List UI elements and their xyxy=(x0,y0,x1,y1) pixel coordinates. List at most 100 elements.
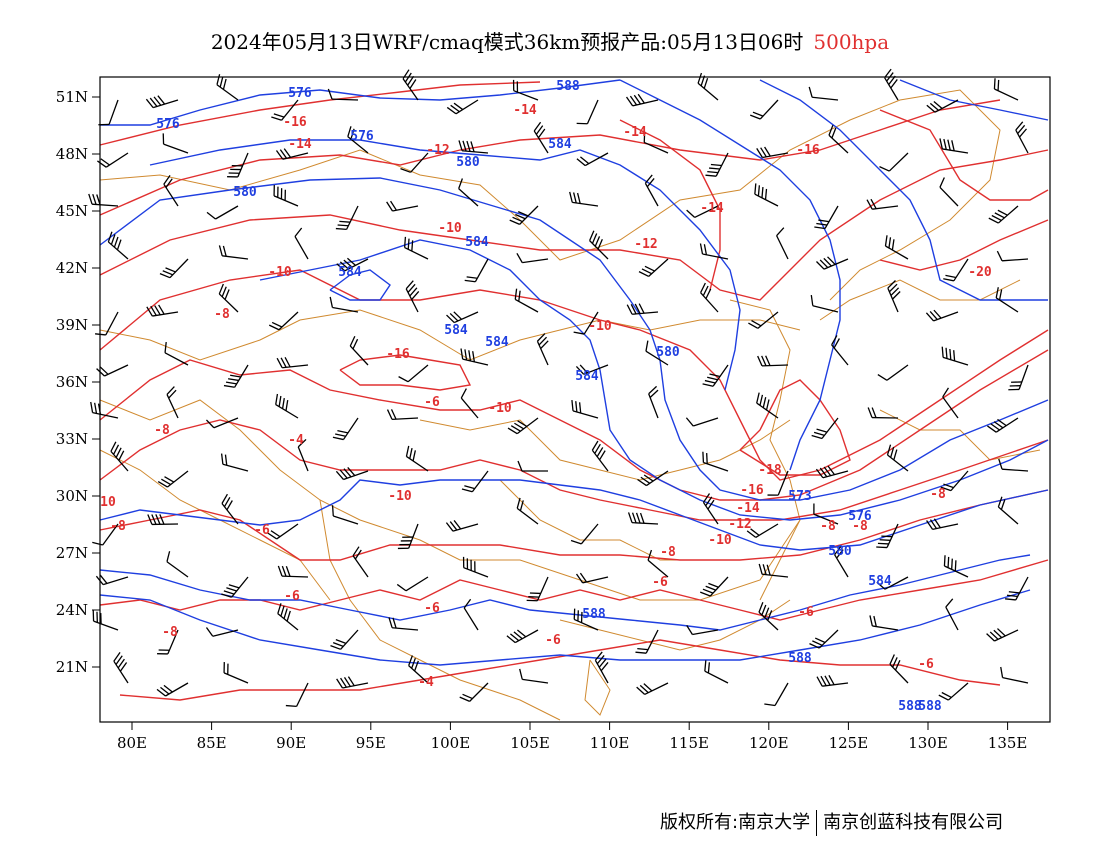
wind-barb-flag xyxy=(400,167,411,173)
wind-barb xyxy=(808,86,839,101)
wind-barb xyxy=(336,257,369,272)
wind-barb-flag xyxy=(594,236,601,247)
wind-barb-flag xyxy=(205,419,215,429)
wind-barb-flag xyxy=(947,139,951,151)
wind-barb-flag xyxy=(819,467,828,478)
wind-barb-flag xyxy=(580,156,590,165)
wind-barb-flag xyxy=(221,286,227,297)
wind-barb xyxy=(88,193,119,207)
wind-barb-flag xyxy=(634,303,641,314)
wind-barb-shaft xyxy=(458,188,479,207)
wind-barb-flag xyxy=(116,239,122,251)
wind-barb xyxy=(97,152,129,168)
wind-barb-flag xyxy=(222,78,227,90)
wind-barb-shaft xyxy=(392,417,419,421)
lon-tick-label: 110E xyxy=(590,734,630,752)
geopotential-isoline xyxy=(99,554,1031,631)
wind-barb-flag xyxy=(285,566,291,577)
wind-barb-flag xyxy=(816,222,828,226)
wind-barb-shaft xyxy=(164,352,189,366)
wind-barb-shaft xyxy=(471,470,489,493)
temperature-isotherm xyxy=(339,354,472,391)
wind-barb-flag xyxy=(765,355,771,366)
wind-barb-flag xyxy=(816,676,823,687)
wind-barb-flag xyxy=(702,383,714,387)
wind-barb-flag xyxy=(162,133,165,145)
wind-barb xyxy=(940,470,969,492)
wind-barb-flag xyxy=(813,431,825,436)
wind-barb xyxy=(767,470,789,496)
wind-barb-flag xyxy=(709,373,721,378)
wind-barb-shaft xyxy=(108,99,119,125)
wind-barb-shaft xyxy=(645,629,659,654)
wind-barb-flag xyxy=(890,287,900,296)
wind-barb xyxy=(746,523,779,538)
wind-barb-flag xyxy=(814,226,826,230)
wind-barb xyxy=(754,183,779,207)
wind-barb-flag xyxy=(871,407,877,418)
wind-barb-flag xyxy=(165,267,176,273)
wind-barb-flag xyxy=(997,209,1008,216)
wind-barb-shaft xyxy=(580,523,599,545)
lon-tick-label: 125E xyxy=(829,734,869,752)
wind-barb-flag xyxy=(392,617,397,629)
wind-barb-flag xyxy=(599,450,606,461)
wind-barb xyxy=(517,460,548,472)
wind-barb-flag xyxy=(879,166,890,172)
geopotential-label: 580 xyxy=(456,155,480,170)
wind-barb-flag xyxy=(403,236,407,248)
wind-barb xyxy=(645,340,669,366)
wind-barb-flag xyxy=(445,522,454,532)
wind-barb-flag xyxy=(510,633,520,642)
wind-barb xyxy=(997,496,1019,525)
temperature-label: -6 xyxy=(918,657,934,672)
wind-barb-flag xyxy=(537,128,546,139)
wind-barb-flag xyxy=(117,658,125,669)
wind-barb xyxy=(637,470,669,487)
wind-barb-shaft xyxy=(644,182,659,207)
wind-barb xyxy=(686,625,719,636)
wind-barb xyxy=(516,497,539,525)
temperature-label: -12 xyxy=(426,143,449,158)
wind-barb-shaft xyxy=(942,148,969,154)
wind-barb-flag xyxy=(945,598,954,608)
wind-barb xyxy=(636,682,669,695)
map-frame xyxy=(99,76,1051,723)
wind-barb-flag xyxy=(279,149,288,159)
wind-barb-flag xyxy=(278,395,282,407)
wind-barb xyxy=(267,523,299,540)
wind-barb-flag xyxy=(346,257,356,266)
temperature-label: -14 xyxy=(288,137,312,152)
wind-barb-shaft xyxy=(102,523,119,546)
wind-barb-flag xyxy=(112,444,120,455)
wind-barb-shaft xyxy=(573,618,599,631)
temperature-label: -10 xyxy=(708,533,732,548)
lon-tick-label: 105E xyxy=(510,734,550,752)
wind-barb xyxy=(702,493,719,525)
wind-barb-flag xyxy=(892,657,898,668)
geopotential-isoline xyxy=(99,177,1049,501)
wind-barb xyxy=(705,152,729,177)
lat-tick-label: 48N xyxy=(56,145,88,163)
wind-barb-shaft xyxy=(822,470,849,479)
wind-barb-flag xyxy=(637,647,649,651)
wind-barb-flag xyxy=(407,75,415,86)
wind-barb xyxy=(813,503,839,525)
wind-barb-flag xyxy=(218,283,224,295)
wind-barb-shaft xyxy=(997,506,1019,525)
wind-barb-flag xyxy=(347,676,355,687)
wind-barb-flag xyxy=(997,79,1000,91)
wind-barb-flag xyxy=(942,387,950,398)
wind-barb-flag xyxy=(271,321,283,328)
wind-barb xyxy=(403,236,429,260)
wind-barb-flag xyxy=(110,441,117,452)
lat-tick-label: 27N xyxy=(56,544,88,562)
wind-barb-shaft xyxy=(152,311,179,317)
wind-barb-flag xyxy=(705,288,712,299)
wind-barb-shaft xyxy=(632,99,659,107)
wind-barb xyxy=(536,333,549,366)
wind-barb-flag xyxy=(349,335,356,347)
wind-barb-flag xyxy=(630,304,637,315)
wind-barb-flag xyxy=(635,651,647,654)
wind-barb-flag xyxy=(579,572,588,583)
